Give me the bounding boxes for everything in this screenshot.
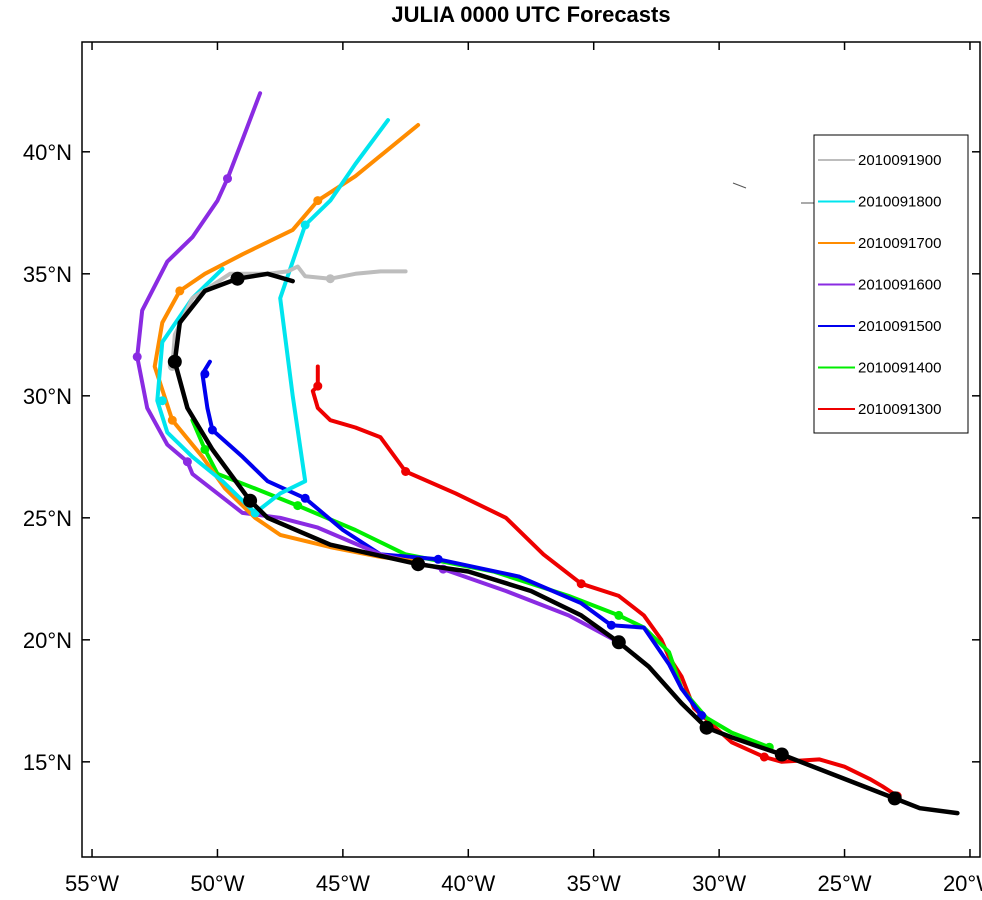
legend-label: 2010091900 (858, 152, 941, 169)
track-2010091500-point (433, 554, 443, 564)
y-tick-label: 25°N (23, 506, 72, 531)
best-track-point (411, 557, 426, 572)
track-2010091500-point (200, 369, 210, 379)
track-2010091500-point (207, 425, 217, 435)
best-track-point (167, 354, 182, 369)
track-2010091400-point (614, 610, 624, 620)
track-2010091800-point (300, 220, 310, 230)
best-track-point (887, 791, 902, 806)
track-2010091400-point (200, 445, 210, 454)
x-tick-label: 50°W (190, 871, 244, 896)
track-2010091500-line (200, 359, 704, 718)
track-2010091700-point (175, 286, 185, 296)
track-2010091600-point (132, 352, 142, 362)
forecast-tracks (132, 91, 960, 816)
best-track-point (243, 493, 258, 508)
legend-label: 2010091400 (858, 360, 941, 377)
legend-label: 2010091300 (858, 401, 941, 418)
legend: 2010091900 2010091800 2010091700 2010091600… (813, 134, 969, 434)
track-2010091400-point (293, 501, 303, 511)
track-2010091700-line (152, 123, 421, 564)
legend-label: 2010091600 (858, 277, 941, 294)
chart-title: JULIA 0000 UTC Forecasts (391, 2, 670, 27)
track-2010091500-point (300, 493, 310, 503)
track-2010091600-line (135, 91, 621, 645)
x-tick-label: 30°W (692, 871, 746, 896)
legend-label: 2010091800 (858, 194, 941, 211)
y-tick-label: 40°N (23, 140, 72, 165)
track-2010091900-point (325, 274, 335, 284)
legend-label: 2010091700 (858, 235, 941, 252)
plot-frame (81, 41, 981, 858)
x-tick-label: 45°W (316, 871, 370, 896)
stray-mark (732, 182, 747, 189)
y-tick-label: 20°N (23, 628, 72, 653)
axis-ticks: 55°W 50°W 45°W 40°W 35°W 30°W 25°W 20°W 15°N 20°N… (23, 42, 982, 896)
track-2010091800-line (155, 118, 390, 515)
track-2010091300-point (401, 467, 411, 476)
track-2010091500-point (606, 620, 616, 630)
track-2010091300-point (313, 381, 323, 391)
track-2010091700-point (313, 196, 323, 206)
y-tick-label: 15°N (23, 750, 72, 775)
x-tick-label: 55°W (65, 871, 119, 896)
legend-label: 2010091500 (858, 318, 941, 335)
track-2010091900-line (170, 264, 408, 369)
y-tick-label: 30°N (23, 384, 72, 409)
track-2010091300-line (310, 364, 900, 798)
best-track-point (611, 635, 626, 650)
track-2010091600-point (182, 457, 192, 467)
x-tick-label: 35°W (567, 871, 621, 896)
track-2010091700-point (167, 415, 177, 425)
track-2010091800-point (157, 396, 167, 406)
x-tick-label: 25°W (818, 871, 872, 896)
x-tick-label: 40°W (441, 871, 495, 896)
best-track-point (774, 747, 789, 762)
best-track-point (699, 720, 714, 735)
track-2010091600-point (223, 174, 232, 184)
track-2010091300-point (759, 752, 769, 762)
track-2010091300-point (576, 579, 586, 589)
x-tick-label: 20°W (943, 871, 982, 896)
y-tick-label: 35°N (23, 262, 72, 287)
best-track-point (230, 271, 245, 286)
